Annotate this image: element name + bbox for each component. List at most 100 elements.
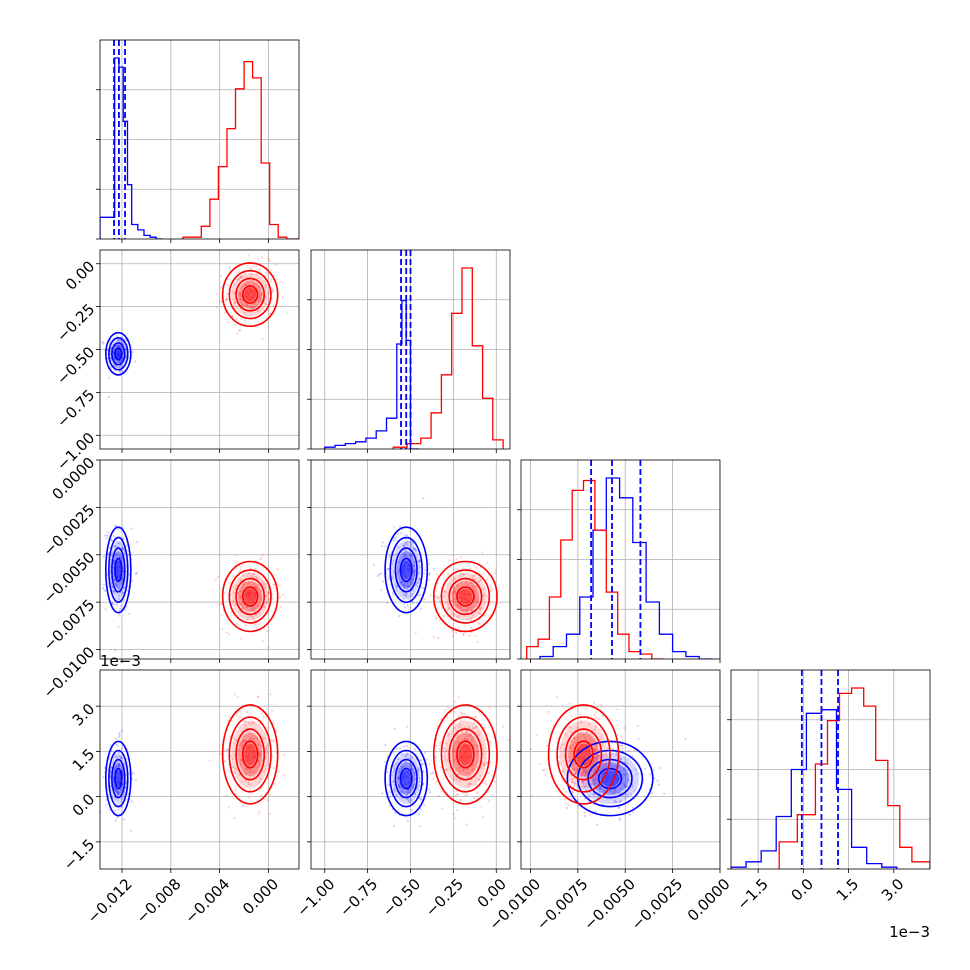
scatter-point xyxy=(567,760,570,763)
scatter-point xyxy=(239,568,242,571)
scatter-point xyxy=(617,806,621,809)
scatter-point xyxy=(225,794,228,797)
scatter-point xyxy=(417,768,420,771)
scatter-point xyxy=(419,798,422,801)
contour-line xyxy=(111,547,126,593)
scatter-point xyxy=(583,755,586,758)
scatter-point xyxy=(453,758,456,762)
scatter-point xyxy=(400,753,403,756)
scatter-point xyxy=(406,567,409,570)
scatter-point xyxy=(472,722,476,725)
scatter-point xyxy=(403,560,407,563)
scatter-point xyxy=(413,571,416,574)
scatter-point xyxy=(619,770,623,773)
scatter-point xyxy=(239,302,243,305)
scatter-point xyxy=(267,646,270,649)
scatter-point xyxy=(469,733,472,736)
scatter-point xyxy=(468,782,471,786)
scatter-point xyxy=(468,634,471,638)
scatter-point xyxy=(618,763,621,766)
scatter-point xyxy=(259,598,262,601)
scatter-point xyxy=(412,564,415,567)
scatter-point xyxy=(115,743,118,746)
scatter-point xyxy=(109,768,112,772)
scatter-point xyxy=(402,765,405,769)
scatter-point xyxy=(573,762,576,765)
scatter-point xyxy=(118,542,121,545)
contour-line xyxy=(432,704,498,805)
scatter-point xyxy=(249,593,252,596)
scatter-point xyxy=(223,592,226,595)
scatter-point xyxy=(403,534,407,537)
scatter-point xyxy=(117,562,120,565)
scatter-point xyxy=(265,594,268,597)
scatter-point xyxy=(236,696,239,699)
scatter-point xyxy=(244,314,247,318)
scatter-point xyxy=(547,710,551,714)
scatter-point xyxy=(432,567,435,571)
density-level xyxy=(401,560,411,580)
scatter-point xyxy=(472,735,475,739)
scatter-point xyxy=(122,547,125,551)
scatter-point xyxy=(122,818,126,821)
scatter-point xyxy=(474,783,477,786)
scatter-point xyxy=(601,715,605,718)
scatter-point xyxy=(488,800,491,803)
scatter-point xyxy=(485,578,488,581)
scatter-point xyxy=(388,554,392,557)
scatter-point xyxy=(104,534,107,537)
scatter-point xyxy=(251,615,254,618)
scatter-point xyxy=(407,788,410,791)
scatter-point xyxy=(395,795,398,798)
scatter-point xyxy=(118,350,121,353)
scatter-point xyxy=(401,583,405,587)
scatter-point xyxy=(271,709,274,712)
scatter-point xyxy=(239,579,242,582)
scatter-point xyxy=(127,553,130,557)
scatter-point xyxy=(461,756,464,759)
scatter-point xyxy=(124,782,128,785)
scatter-point xyxy=(457,767,460,770)
scatter-point xyxy=(250,306,253,309)
scatter-point xyxy=(631,785,634,788)
scatter-point xyxy=(260,712,263,715)
scatter-point xyxy=(414,778,417,781)
scatter-point xyxy=(616,724,619,727)
scatter-point xyxy=(118,555,121,558)
scatter-point xyxy=(627,749,630,753)
red-contours xyxy=(432,560,498,633)
density-level xyxy=(244,287,257,302)
scatter-point xyxy=(248,796,251,799)
scatter-point xyxy=(594,725,598,728)
scatter-point xyxy=(451,629,454,632)
scatter-point xyxy=(257,695,260,698)
scatter-point xyxy=(235,739,238,742)
scatter-point xyxy=(278,584,281,587)
scatter-point xyxy=(120,805,123,809)
scatter-point xyxy=(232,737,235,740)
scatter-point xyxy=(250,306,253,309)
scatter-point xyxy=(247,572,250,575)
scatter-point xyxy=(118,356,121,359)
scatter-point xyxy=(653,777,656,780)
scatter-point xyxy=(459,575,462,578)
scatter-point xyxy=(265,595,268,598)
contour-line xyxy=(114,347,123,361)
scatter-point xyxy=(252,617,255,620)
density-level xyxy=(231,272,269,317)
scatter-point xyxy=(116,791,119,795)
scatter-point xyxy=(618,765,621,768)
scatter-point xyxy=(117,569,120,573)
scatter-point xyxy=(456,733,459,736)
scatter-point xyxy=(463,590,466,593)
scatter-point xyxy=(392,593,395,596)
scatter-point xyxy=(256,605,259,608)
scatter-point xyxy=(116,354,119,357)
scatter-point xyxy=(598,787,602,790)
scatter-point xyxy=(117,781,120,784)
scatter-point xyxy=(420,759,423,762)
scatter-point xyxy=(473,796,476,799)
scatter-point xyxy=(223,311,227,314)
scatter-point xyxy=(624,785,627,788)
scatter-point xyxy=(110,750,113,753)
